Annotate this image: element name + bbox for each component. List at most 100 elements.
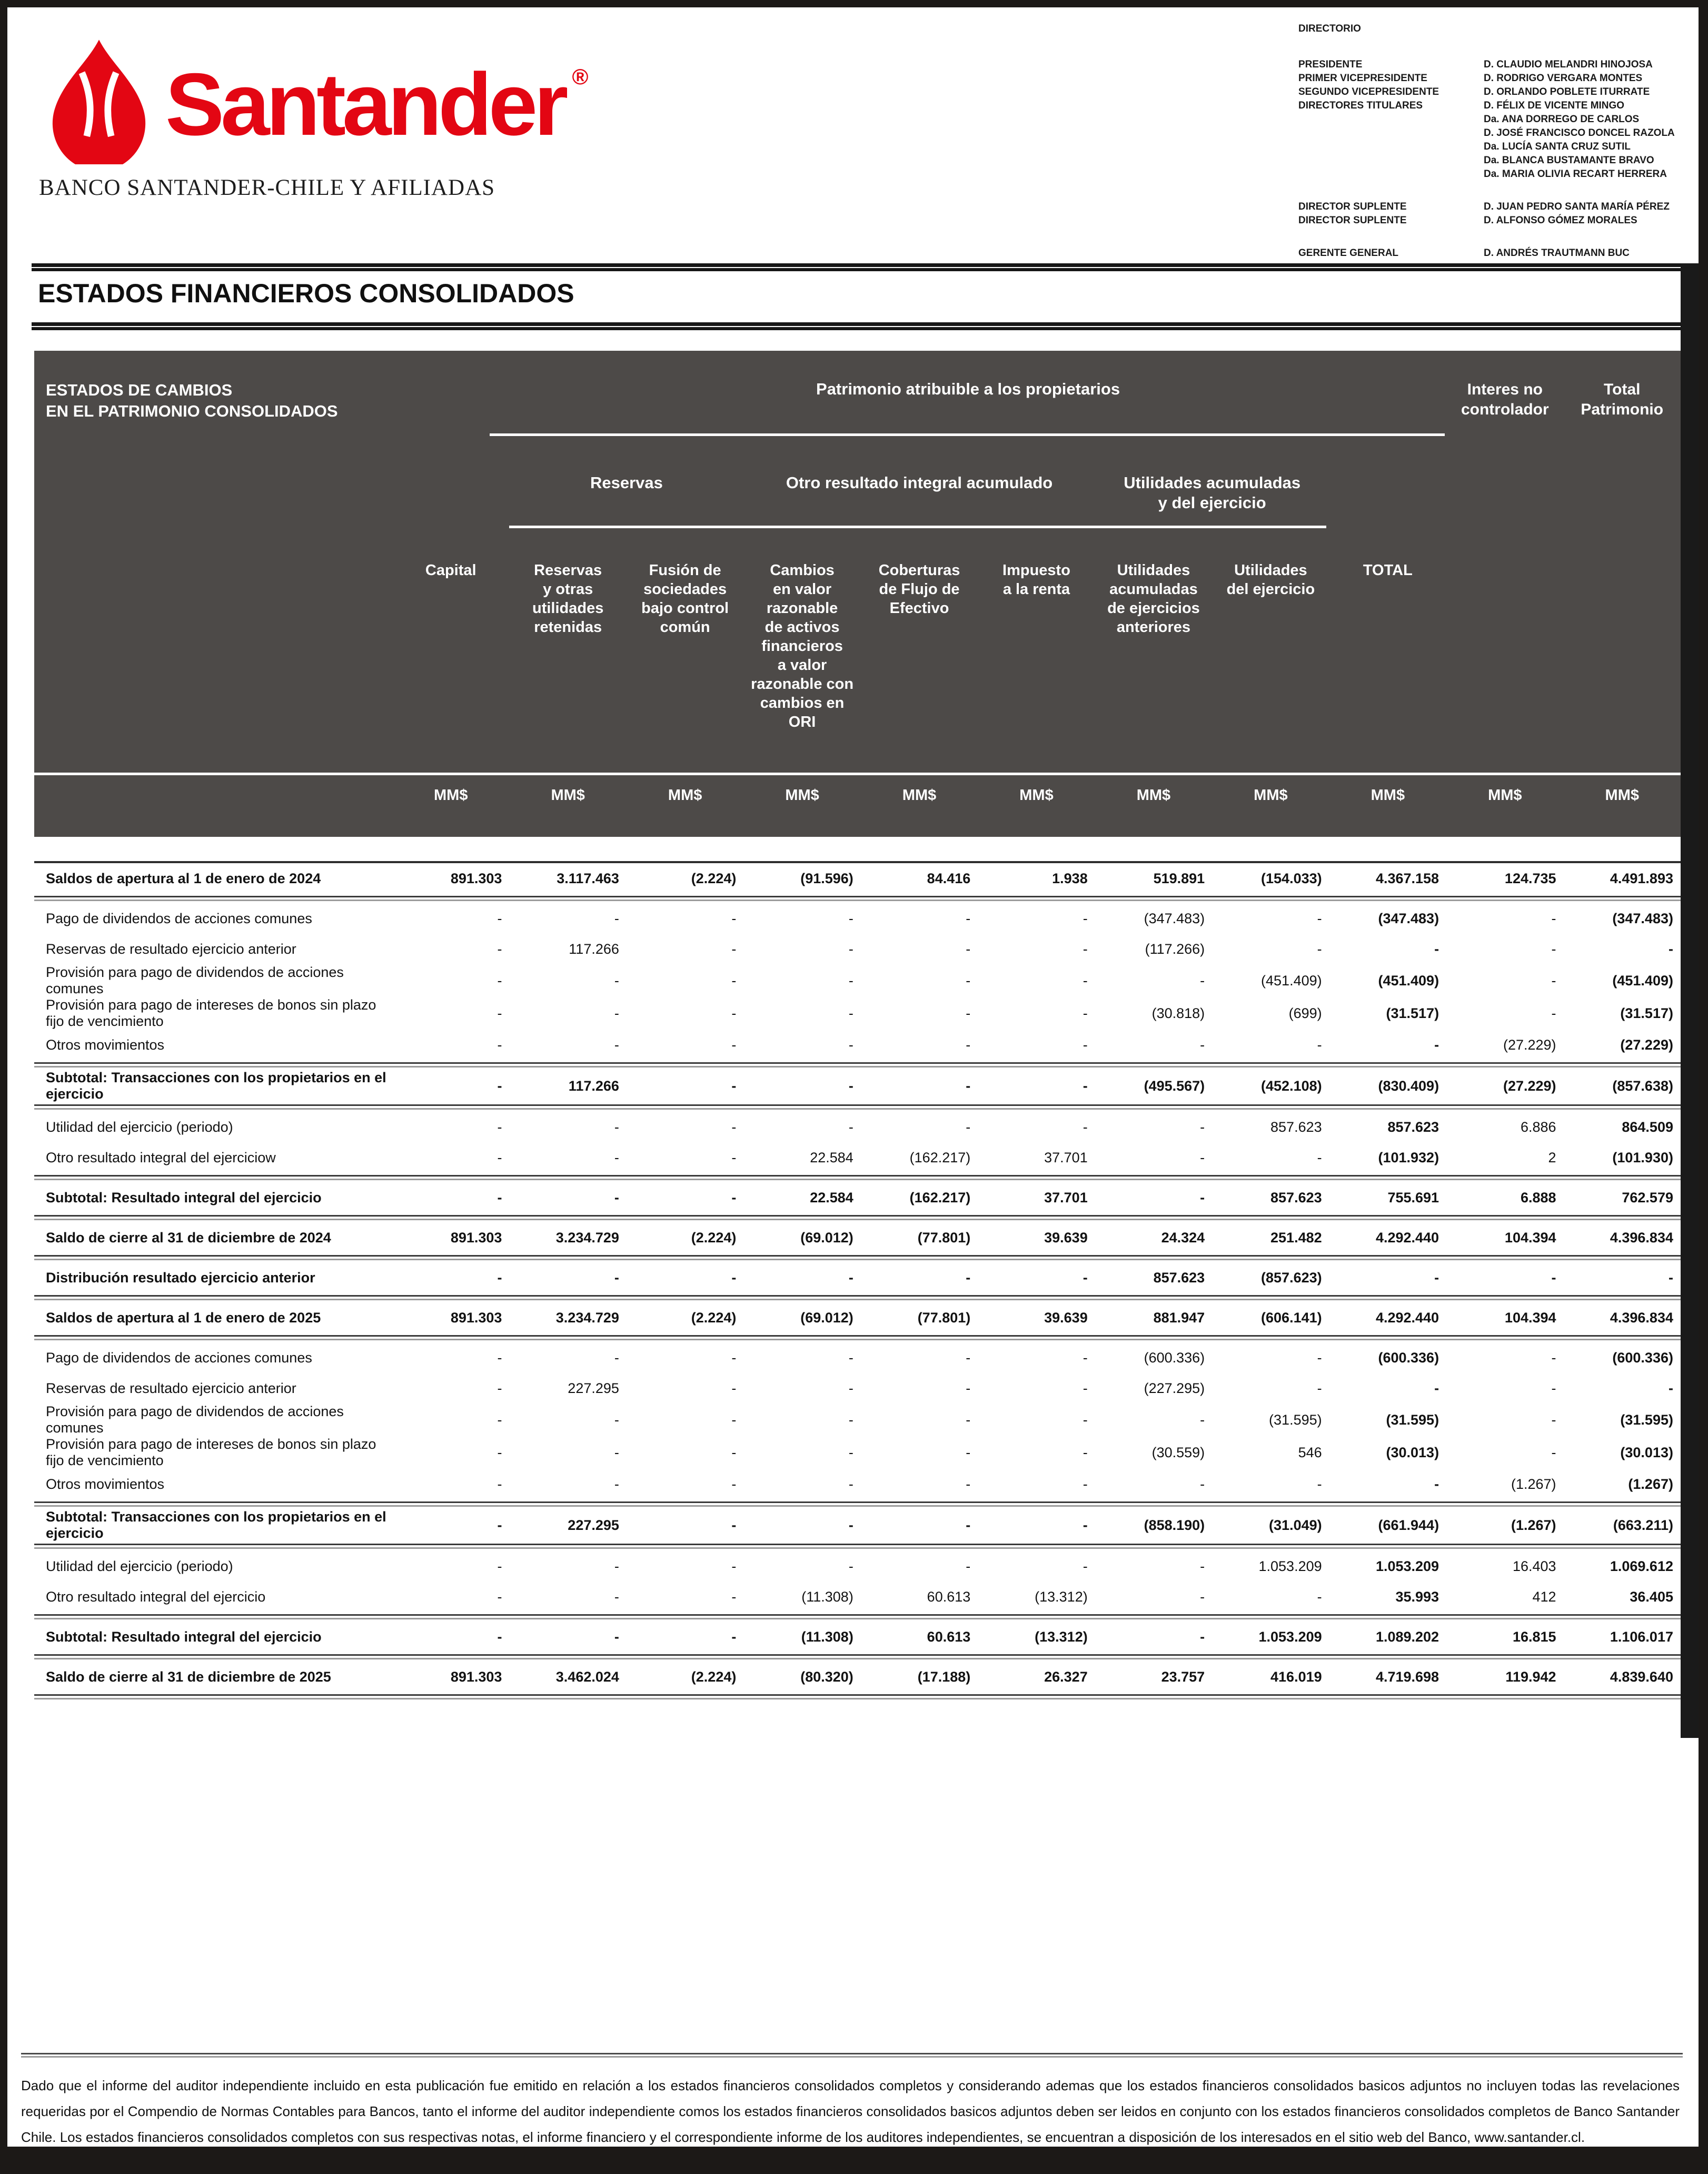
table-cell: 4.396.834	[1610, 1229, 1673, 1246]
table-cell: -	[614, 1005, 619, 1021]
table-cell: -	[614, 1476, 619, 1492]
table-cell: (162.217)	[909, 1149, 971, 1165]
table-cell: -	[1083, 1078, 1088, 1094]
table-cell: 104.394	[1504, 1229, 1556, 1246]
table-cell: (600.336)	[1144, 1349, 1205, 1366]
table-cell: -	[966, 1476, 971, 1492]
table-cell: -	[614, 972, 619, 989]
row-separator	[34, 1694, 1681, 1699]
table-cell: -	[731, 1411, 737, 1428]
table-cell: -	[848, 1558, 853, 1574]
directory-row: DIRECTOR SUPLENTE D. JUAN PEDRO SANTA MAR…	[1298, 200, 1692, 214]
row-label: Saldo de cierre al 31 de diciembre de 20…	[46, 1229, 331, 1246]
registered-mark: ®	[572, 64, 589, 89]
row-label: Pago de dividendos de acciones comunes	[46, 910, 312, 926]
table-cell: 16.815	[1512, 1628, 1556, 1645]
directory-list: PRESIDENTE D. CLAUDIO MELANDRI HINOJOSA PR…	[1298, 58, 1692, 260]
directory-row: Da. MARIA OLIVIA RECART HERRERA	[1298, 167, 1692, 181]
table-cell: (117.266)	[1145, 941, 1205, 957]
table-title: ESTADOS DE CAMBIOS EN EL PATRIMONIO CONS…	[46, 381, 338, 420]
table-cell: 755.691	[1387, 1189, 1439, 1205]
table-cell: -	[1668, 1380, 1673, 1396]
table-cell: -	[1317, 1149, 1322, 1165]
table-row: Provisión para pago de dividendos de acc…	[34, 1404, 1681, 1436]
table-cell: -	[614, 1269, 619, 1286]
table-right-border	[1681, 263, 1699, 1738]
page-title: ESTADOS FINANCIEROS CONSOLIDADOS	[38, 279, 574, 308]
table-cell: -	[1083, 1349, 1088, 1366]
directory-role-label: DIRECTOR SUPLENTE	[1298, 201, 1407, 212]
table-cell: -	[1083, 941, 1088, 957]
table-cell: 1.053.209	[1258, 1628, 1322, 1645]
table-row: Utilidad del ejercicio (periodo) - - - - - - - 8…	[34, 1112, 1681, 1142]
table-cell: -	[614, 1588, 619, 1605]
table-cell: -	[497, 1588, 502, 1605]
table-cell: 16.403	[1512, 1558, 1556, 1574]
table-row: Otro resultado integral del ejercicio - - -…	[34, 1582, 1681, 1612]
table-cell: 4.491.893	[1610, 870, 1673, 886]
directory-person-name: D. RODRIGO VERGARA MONTES	[1484, 73, 1643, 84]
table-header: ESTADOS DE CAMBIOS EN EL PATRIMONIO CONS…	[34, 351, 1681, 837]
santander-flame-icon	[52, 39, 146, 164]
row-label: Reservas de resultado ejercicio anterior	[46, 941, 296, 957]
table-cell: -	[848, 1411, 853, 1428]
table-cell: 857.623	[1270, 1189, 1322, 1205]
table-cell: (2.224)	[691, 1309, 737, 1326]
table-cell: -	[1200, 1149, 1205, 1165]
directory-row: PRIMER VICEPRESIDENTE D. RODRIGO VERGARA …	[1298, 72, 1692, 85]
table-cell: (661.944)	[1378, 1517, 1439, 1533]
table-cell: 891.303	[450, 1229, 502, 1246]
table-cell: -	[848, 1380, 853, 1396]
table-cell: -	[1668, 1269, 1673, 1286]
table-row: Reservas de resultado ejercicio anterior…	[34, 934, 1681, 964]
table-cell: 26.327	[1044, 1668, 1088, 1685]
divider-under-title	[32, 322, 1683, 330]
table-row: Otro resultado integral del ejerciciow - -…	[34, 1142, 1681, 1173]
directory-gap	[1298, 228, 1692, 246]
directory-person-name: D. FÉLIX DE VICENTE MINGO	[1484, 100, 1625, 111]
unit-label: MM$	[1371, 787, 1405, 804]
table-cell: (2.224)	[691, 1229, 737, 1246]
table-cell: 1.069.612	[1610, 1558, 1673, 1574]
row-label: Saldo de cierre al 31 de diciembre de 20…	[46, 1668, 331, 1685]
directory-row: DIRECTORES TITULARES D. FÉLIX DE VICENTE …	[1298, 99, 1692, 113]
table-cell: 4.719.698	[1375, 1668, 1439, 1685]
table-cell: -	[848, 1269, 853, 1286]
directory-person-name: Da. MARIA OLIVIA RECART HERRERA	[1484, 169, 1667, 180]
table-cell: (31.049)	[1269, 1517, 1322, 1533]
table-cell: -	[497, 1558, 502, 1574]
table-cell: 119.942	[1505, 1668, 1556, 1685]
table-cell: -	[1434, 941, 1439, 957]
table-cell: -	[614, 1411, 619, 1428]
table-cell: -	[1317, 1380, 1322, 1396]
table-cell: -	[1551, 941, 1556, 957]
table-row: Subtotal: Transacciones con los propieta…	[34, 1070, 1681, 1102]
header-group-retained-earnings: Utilidades acumuladas y del ejercicio	[1124, 473, 1301, 512]
table-cell: -	[497, 1517, 502, 1533]
table-cell: 3.462.024	[555, 1668, 619, 1685]
column-header: Cambios en valor razonable de activos fi…	[751, 562, 854, 730]
table-cell: -	[1200, 1588, 1205, 1605]
table-cell: -	[731, 972, 737, 989]
row-separator	[34, 1104, 1681, 1110]
table-row: Provisión para pago de intereses de bono…	[34, 1436, 1681, 1469]
table-cell: (2.224)	[691, 1668, 737, 1685]
table-cell: -	[731, 1036, 737, 1053]
table-cell: (30.013)	[1386, 1444, 1439, 1460]
table-cell: -	[731, 941, 737, 957]
table-cell: (69.012)	[800, 1229, 853, 1246]
row-label: Subtotal: Resultado integral del ejercic…	[46, 1189, 322, 1205]
table-cell: (1.267)	[1628, 1476, 1673, 1492]
unit-label: MM$	[1136, 787, 1171, 804]
table-cell: -	[966, 941, 971, 957]
table-cell: -	[497, 910, 502, 926]
row-label: Provisión para pago de dividendos de acc…	[46, 1404, 344, 1436]
table-cell: -	[1200, 1189, 1205, 1205]
body-top-rule	[34, 861, 1681, 863]
table-cell: (162.217)	[909, 1189, 971, 1205]
table-cell: (31.595)	[1269, 1411, 1322, 1428]
table-cell: (31.517)	[1620, 1005, 1673, 1021]
directory-person-name: D. ANDRÉS TRAUTMANN BUC	[1484, 248, 1630, 259]
table-row: Distribución resultado ejercicio anterio…	[34, 1262, 1681, 1293]
table-cell: -	[966, 1517, 971, 1533]
